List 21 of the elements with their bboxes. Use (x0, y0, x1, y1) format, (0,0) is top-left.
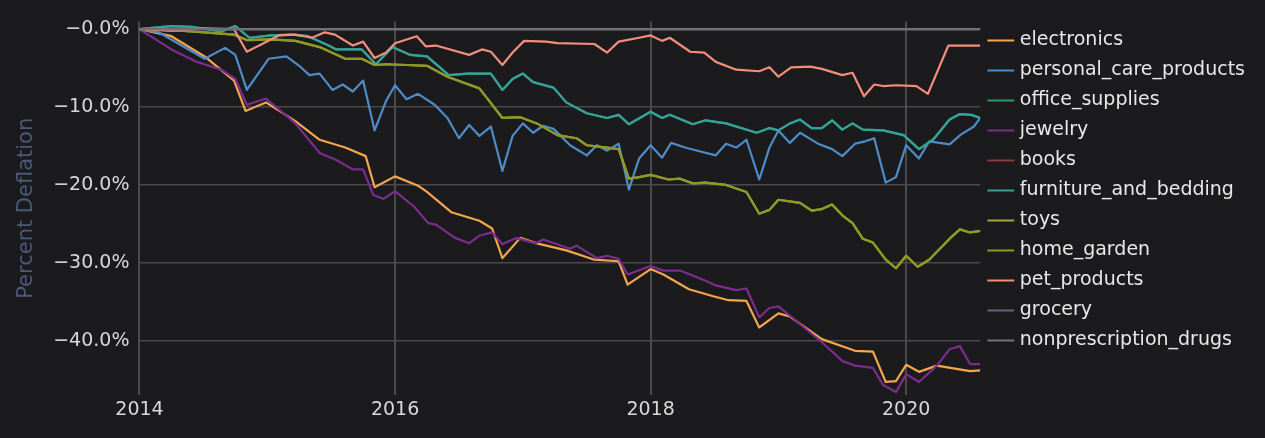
legend-label: home_garden (1019, 237, 1151, 261)
legend-label: electronics (1019, 27, 1124, 50)
y-axis-title: Percent Deflation (13, 117, 38, 299)
x-tick-label: 2016 (370, 396, 420, 419)
legend-label: furniture_and_bedding (1019, 177, 1234, 201)
x-tick-label: 2018 (626, 396, 675, 419)
y-tick-label: −40.0% (53, 327, 130, 350)
x-tick-label: 2014 (115, 396, 164, 419)
legend-label: jewelry (1018, 117, 1089, 140)
legend-label: books (1019, 147, 1077, 170)
x-tick-label: 2020 (882, 396, 931, 419)
legend-label: grocery (1019, 297, 1093, 320)
legend-label: toys (1019, 207, 1061, 230)
y-tick-label: −30.0% (53, 249, 130, 272)
y-tick-label: −10.0% (53, 94, 130, 116)
legend-label: personal_care_products (1019, 57, 1245, 81)
y-tick-label: −20.0% (53, 171, 130, 194)
legend-label: pet_products (1019, 267, 1144, 291)
legend-label: nonprescription_drugs (1019, 327, 1232, 351)
y-tick-label: −0.0% (65, 16, 130, 39)
legend-label: office_supplies (1019, 87, 1160, 111)
